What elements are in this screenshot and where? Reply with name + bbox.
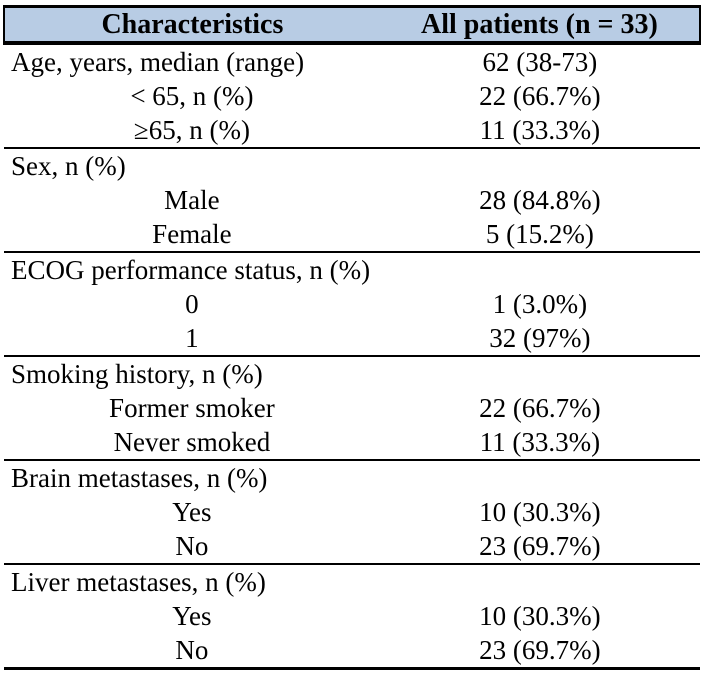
table-row-age: Age, years, median (range) 62 (38-73) <box>4 43 700 79</box>
row-label: Brain metastases, n (%) <box>4 459 380 495</box>
table-row-ecog-0: 0 1 (3.0%) <box>4 287 700 321</box>
table-row-sex-female: Female 5 (15.2%) <box>4 217 700 252</box>
row-label: Female <box>152 219 232 249</box>
table-row-sex: Sex, n (%) <box>4 147 700 183</box>
row-label: Never smoked <box>113 427 271 457</box>
row-label: No <box>4 633 380 670</box>
table-row-liver-mets-yes: Yes 10 (30.3%) <box>4 599 700 633</box>
row-value: 62 (38-73) <box>482 47 598 77</box>
table-row-smoking-never: Never smoked 11 (33.3%) <box>4 425 700 460</box>
row-value: 10 (30.3%) <box>479 601 601 631</box>
row-label: 0 <box>185 289 199 319</box>
row-value <box>379 251 700 287</box>
row-label: Former smoker <box>109 393 275 423</box>
table-row-smoking-former: Former smoker 22 (66.7%) <box>4 391 700 425</box>
table-row-smoking: Smoking history, n (%) <box>4 355 700 391</box>
patient-characteristics-table-container: Characteristics All patients (n = 33) Ag… <box>3 5 702 670</box>
row-label: Sex, n (%) <box>4 147 380 183</box>
row-label: ECOG performance status, n (%) <box>4 251 380 287</box>
row-value: 32 (97%) <box>489 323 591 353</box>
table-row-liver-mets: Liver metastases, n (%) <box>4 563 700 599</box>
row-label: Yes <box>172 601 212 631</box>
table-row-ecog-1: 1 32 (97%) <box>4 321 700 356</box>
table-row-age-over65: ≥65, n (%) 11 (33.3%) <box>4 113 700 148</box>
table-body: Age, years, median (range) 62 (38-73) < … <box>4 43 700 670</box>
table-row-liver-mets-no: No 23 (69.7%) <box>4 633 700 670</box>
table-row-sex-male: Male 28 (84.8%) <box>4 183 700 217</box>
row-label: 1 <box>185 323 199 353</box>
row-value <box>379 563 700 599</box>
row-value <box>379 147 700 183</box>
row-value: 23 (69.7%) <box>379 633 700 670</box>
row-label: Male <box>164 185 220 215</box>
patient-characteristics-table: Characteristics All patients (n = 33) Ag… <box>3 5 702 670</box>
column-header-characteristics: Characteristics <box>3 5 380 45</box>
table-row-ecog: ECOG performance status, n (%) <box>4 251 700 287</box>
row-label: Yes <box>172 497 212 527</box>
row-label: < 65, n (%) <box>130 81 254 111</box>
column-header-all-patients: All patients (n = 33) <box>379 5 702 45</box>
row-value <box>379 355 700 391</box>
row-value: 11 (33.3%) <box>479 427 601 457</box>
table-row-brain-mets: Brain metastases, n (%) <box>4 459 700 495</box>
table-row-brain-mets-no: No 23 (69.7%) <box>4 529 700 564</box>
row-value: 5 (15.2%) <box>485 219 594 249</box>
row-label: Liver metastases, n (%) <box>4 563 380 599</box>
table-row-age-under65: < 65, n (%) 22 (66.7%) <box>4 79 700 113</box>
row-value: 23 (69.7%) <box>479 531 601 561</box>
header-row: Characteristics All patients (n = 33) <box>3 5 702 45</box>
table-row-brain-mets-yes: Yes 10 (30.3%) <box>4 495 700 529</box>
row-label: ≥65, n (%) <box>133 115 250 145</box>
row-value: 28 (84.8%) <box>479 185 601 215</box>
row-value: 1 (3.0%) <box>492 289 588 319</box>
row-label: No <box>175 531 209 561</box>
table-header: Characteristics All patients (n = 33) <box>3 5 702 45</box>
row-value <box>379 459 700 495</box>
row-label: Smoking history, n (%) <box>4 355 380 391</box>
row-value: 22 (66.7%) <box>479 81 601 111</box>
row-value: 11 (33.3%) <box>479 115 601 145</box>
row-value: 10 (30.3%) <box>479 497 601 527</box>
row-value: 22 (66.7%) <box>479 393 601 423</box>
row-label: Age, years, median (range) <box>11 47 305 77</box>
